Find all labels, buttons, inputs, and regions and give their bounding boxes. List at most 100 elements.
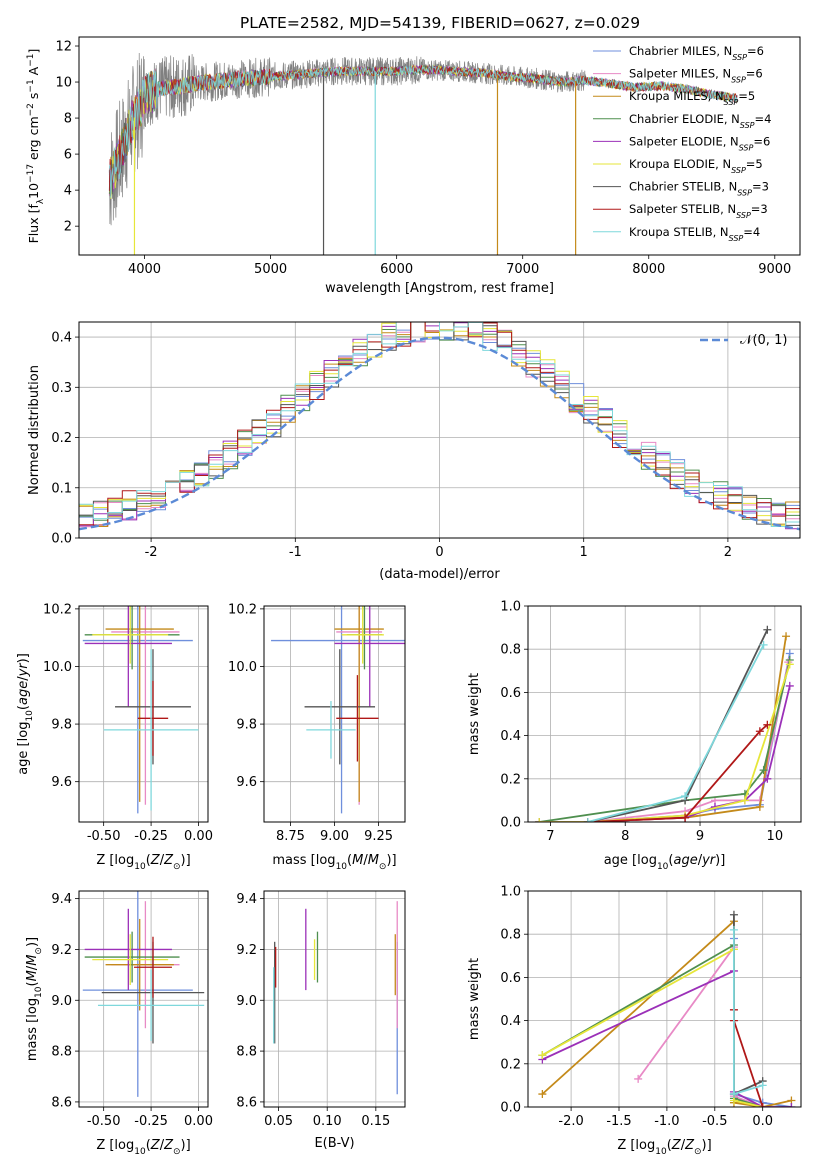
x-tick-label: 9000: [758, 262, 791, 277]
mass-weight-point-marker: [763, 774, 772, 783]
x-tick-label: 8000: [632, 262, 665, 277]
y-tick-label: 8.6: [51, 1095, 72, 1110]
y-tick-label: 10.0: [43, 660, 72, 675]
x-tick-label: 4000: [128, 262, 161, 277]
mass-weight-point-marker: [759, 766, 768, 775]
y-tick-label: 9.6: [236, 775, 257, 790]
gaussian-reference-line: [79, 336, 800, 531]
residuals-frame: [78, 321, 801, 539]
y-tick-label: 0.4: [500, 729, 521, 744]
y-tick-label: 0.1: [51, 481, 72, 496]
mass_weight_vs_age-frame: [527, 605, 802, 823]
mass-weight-point-marker: [787, 1103, 796, 1107]
y-tick-label: 1.0: [500, 885, 521, 900]
x-tick-label: -1.5: [606, 1114, 631, 1129]
residual-histogram-line: [79, 322, 800, 526]
x-tick-label: 0.00: [184, 829, 213, 844]
model-spectrum-line: [108, 64, 738, 198]
legend-entry-label: Kroupa STELIB, NSSP=4: [629, 225, 760, 243]
mass-weight-point-marker: [634, 1074, 643, 1083]
x-tick-label: 9.25: [364, 829, 393, 844]
x-tick-label: -0.5: [702, 1114, 727, 1129]
spectrum-legend: Chabrier MILES, NSSP=6 Salpeter MILES, NS…: [593, 44, 771, 242]
spectrum-panel: 4000 5000 6000 7000 8000 9000 2 4 6 8 10 12: [55, 40, 791, 277]
x-tick-label: 0: [435, 545, 443, 560]
y-tick-label: 9.0: [236, 994, 257, 1009]
mass-weight-point-marker: [538, 1090, 547, 1099]
x-tick-label: 6000: [380, 262, 413, 277]
mass-weight-point-marker: [681, 792, 690, 801]
y-tick-label: 0.0: [500, 1101, 521, 1116]
mass-weight-point-marker: [755, 802, 764, 811]
legend-entry-label: Kroupa MILES, NSSP=5: [629, 89, 755, 107]
mass-weight-point-marker: [763, 720, 772, 729]
x-tick-label: 7: [546, 829, 554, 844]
mass_vs_ebv-plot-area: [273, 901, 398, 1095]
y-tick-label: 0.2: [51, 431, 72, 446]
x-tick-label: 0.10: [313, 1114, 342, 1129]
y-tick-label: 8: [64, 112, 72, 127]
y-tick-label: 9.4: [236, 892, 257, 907]
mass-weight-point-marker: [681, 813, 690, 822]
mass-weight-point-marker: [729, 925, 738, 934]
y-tick-label: 0.6: [500, 686, 521, 701]
weight-vs-z-x-axis-label: Z [log10(Z/Z⊙)]: [617, 1138, 711, 1157]
mass_vs_metallicity-panel: -0.50 -0.25 0.00 8.6 8.8 9.0 9.2 9.4: [51, 891, 213, 1129]
mass-weight-series-line: [587, 724, 768, 822]
gaussian-legend-label: 𝒩(0, 1): [740, 333, 787, 348]
age_vs_metallicity-frame: [78, 605, 209, 823]
age_vs_mass-frame: [263, 605, 406, 823]
mass-weight-series-line: [539, 653, 791, 822]
y-tick-label: 10: [55, 76, 72, 91]
age-vs-z-x-axis-label: Z [log10(Z/Z⊙)]: [96, 853, 190, 872]
x-tick-label: 0.0: [752, 1114, 773, 1129]
x-tick-label: 7000: [506, 262, 539, 277]
x-tick-label: 5000: [254, 262, 287, 277]
mass-weight-point-marker: [785, 660, 794, 669]
y-tick-label: 0.2: [500, 772, 521, 787]
legend-entry-label: Chabrier STELIB, NSSP=3: [629, 180, 769, 198]
mass_weight_vs_metallicity-plot-area: [538, 910, 796, 1107]
legend-entry-label: Salpeter MILES, NSSP=6: [629, 67, 763, 85]
weight-vs-age-x-axis-label: age [log10(age/yr)]: [604, 853, 726, 872]
y-tick-label: 1.0: [500, 600, 521, 615]
mass-weight-point-marker: [583, 818, 592, 822]
mass_vs_metallicity-plot-area: [82, 891, 205, 1097]
age_vs_mass-panel: 8.75 9.00 9.25 9.6 9.8 10.0 10.2: [228, 602, 405, 844]
mass-weight-point-marker: [729, 1090, 738, 1099]
mass_vs_metallicity-frame: [78, 890, 209, 1108]
x-tick-label: -1: [289, 545, 302, 560]
x-tick-label: 1: [580, 545, 588, 560]
y-tick-label: 0.4: [500, 1014, 521, 1029]
residuals-plot-area: [79, 322, 800, 531]
residuals-y-axis-label: Normed distribution: [27, 365, 42, 495]
mass-weight-series-line: [733, 929, 763, 1096]
spectrum-x-axis-label: wavelength [Angstrom, rest frame]: [325, 281, 554, 296]
mass-weight-point-marker: [782, 632, 791, 641]
y-tick-label: 0.3: [51, 381, 72, 396]
y-tick-label: 9.8: [51, 718, 72, 733]
y-tick-label: 8.8: [51, 1045, 72, 1060]
y-tick-label: 0.8: [500, 643, 521, 658]
y-tick-label: 0.0: [500, 816, 521, 831]
mass-weight-series-line: [733, 914, 764, 1096]
y-tick-label: 9.4: [51, 892, 72, 907]
x-tick-label: 2: [724, 545, 732, 560]
y-tick-label: 0.0: [51, 532, 72, 547]
y-tick-label: 12: [55, 40, 72, 55]
mass_weight_vs_metallicity-y-axis-label: mass weight: [467, 958, 482, 1040]
mass_vs_ebv-panel: 0.05 0.10 0.15 8.6 8.8 9.0 9.2 9.4: [236, 891, 405, 1129]
mass_weight_vs_age-plot-area: [535, 625, 794, 822]
x-tick-label: -1.0: [654, 1114, 679, 1129]
mass-weight-point-marker: [759, 640, 768, 649]
mass-weight-series-line: [637, 944, 764, 1107]
y-tick-label: 10.0: [228, 660, 257, 675]
x-tick-label: 8: [621, 829, 629, 844]
spectrum-frame: [78, 36, 801, 256]
x-tick-label: -2.0: [558, 1114, 583, 1129]
mass-weight-point-marker: [538, 1051, 547, 1060]
residuals-x-axis-label: (data-model)/error: [379, 567, 500, 582]
y-tick-label: 9.6: [51, 775, 72, 790]
y-tick-label: 4: [64, 184, 72, 199]
